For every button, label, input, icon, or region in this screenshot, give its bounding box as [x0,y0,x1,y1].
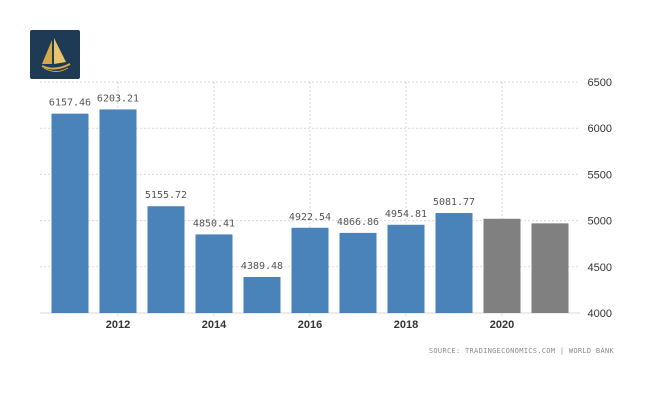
data-label: 4954.81 [385,209,427,220]
bar [147,206,185,313]
data-label: 5081.77 [433,197,475,208]
data-label: 6157.46 [49,98,91,109]
data-label: 4850.41 [193,218,235,229]
y-tick-label: 4000 [588,308,612,320]
x-tick-label: 2016 [298,319,322,331]
data-label: 4389.48 [241,261,283,272]
y-tick-label: 6500 [588,77,612,89]
bar [51,113,89,313]
data-labels: 6157.46 6203.21 5155.72 4850.41 4389.48 4922.… [49,93,475,272]
bar [339,232,377,313]
bars [51,109,569,313]
x-tick-label: 2020 [490,319,514,331]
y-axis: 4000 4500 5000 5500 6000 6500 [588,77,612,320]
data-label: 4922.54 [289,212,331,223]
x-tick-label: 2018 [394,319,418,331]
bar [243,277,281,313]
bar [387,224,425,313]
x-axis: 2012 2014 2016 2018 2020 [106,319,514,331]
y-tick-label: 5500 [588,169,612,181]
bar [435,213,473,313]
source-note: SOURCE: TRADINGECONOMICS.COM | WORLD BAN… [428,347,614,355]
forecast-bar [531,223,569,313]
data-label: 6203.21 [97,93,139,104]
bar [195,234,233,313]
logo [30,30,80,79]
y-tick-label: 5000 [588,216,612,228]
golden-ship-logo-icon [41,38,71,72]
y-tick-label: 6000 [588,123,612,135]
forecast-bar [483,218,521,313]
x-tick-label: 2014 [202,319,227,331]
bar [291,227,329,313]
data-label: 5155.72 [145,190,187,201]
y-tick-label: 4500 [588,262,612,274]
bar [99,109,137,313]
data-label: 4866.86 [337,217,379,228]
x-tick-label: 2012 [106,319,130,331]
